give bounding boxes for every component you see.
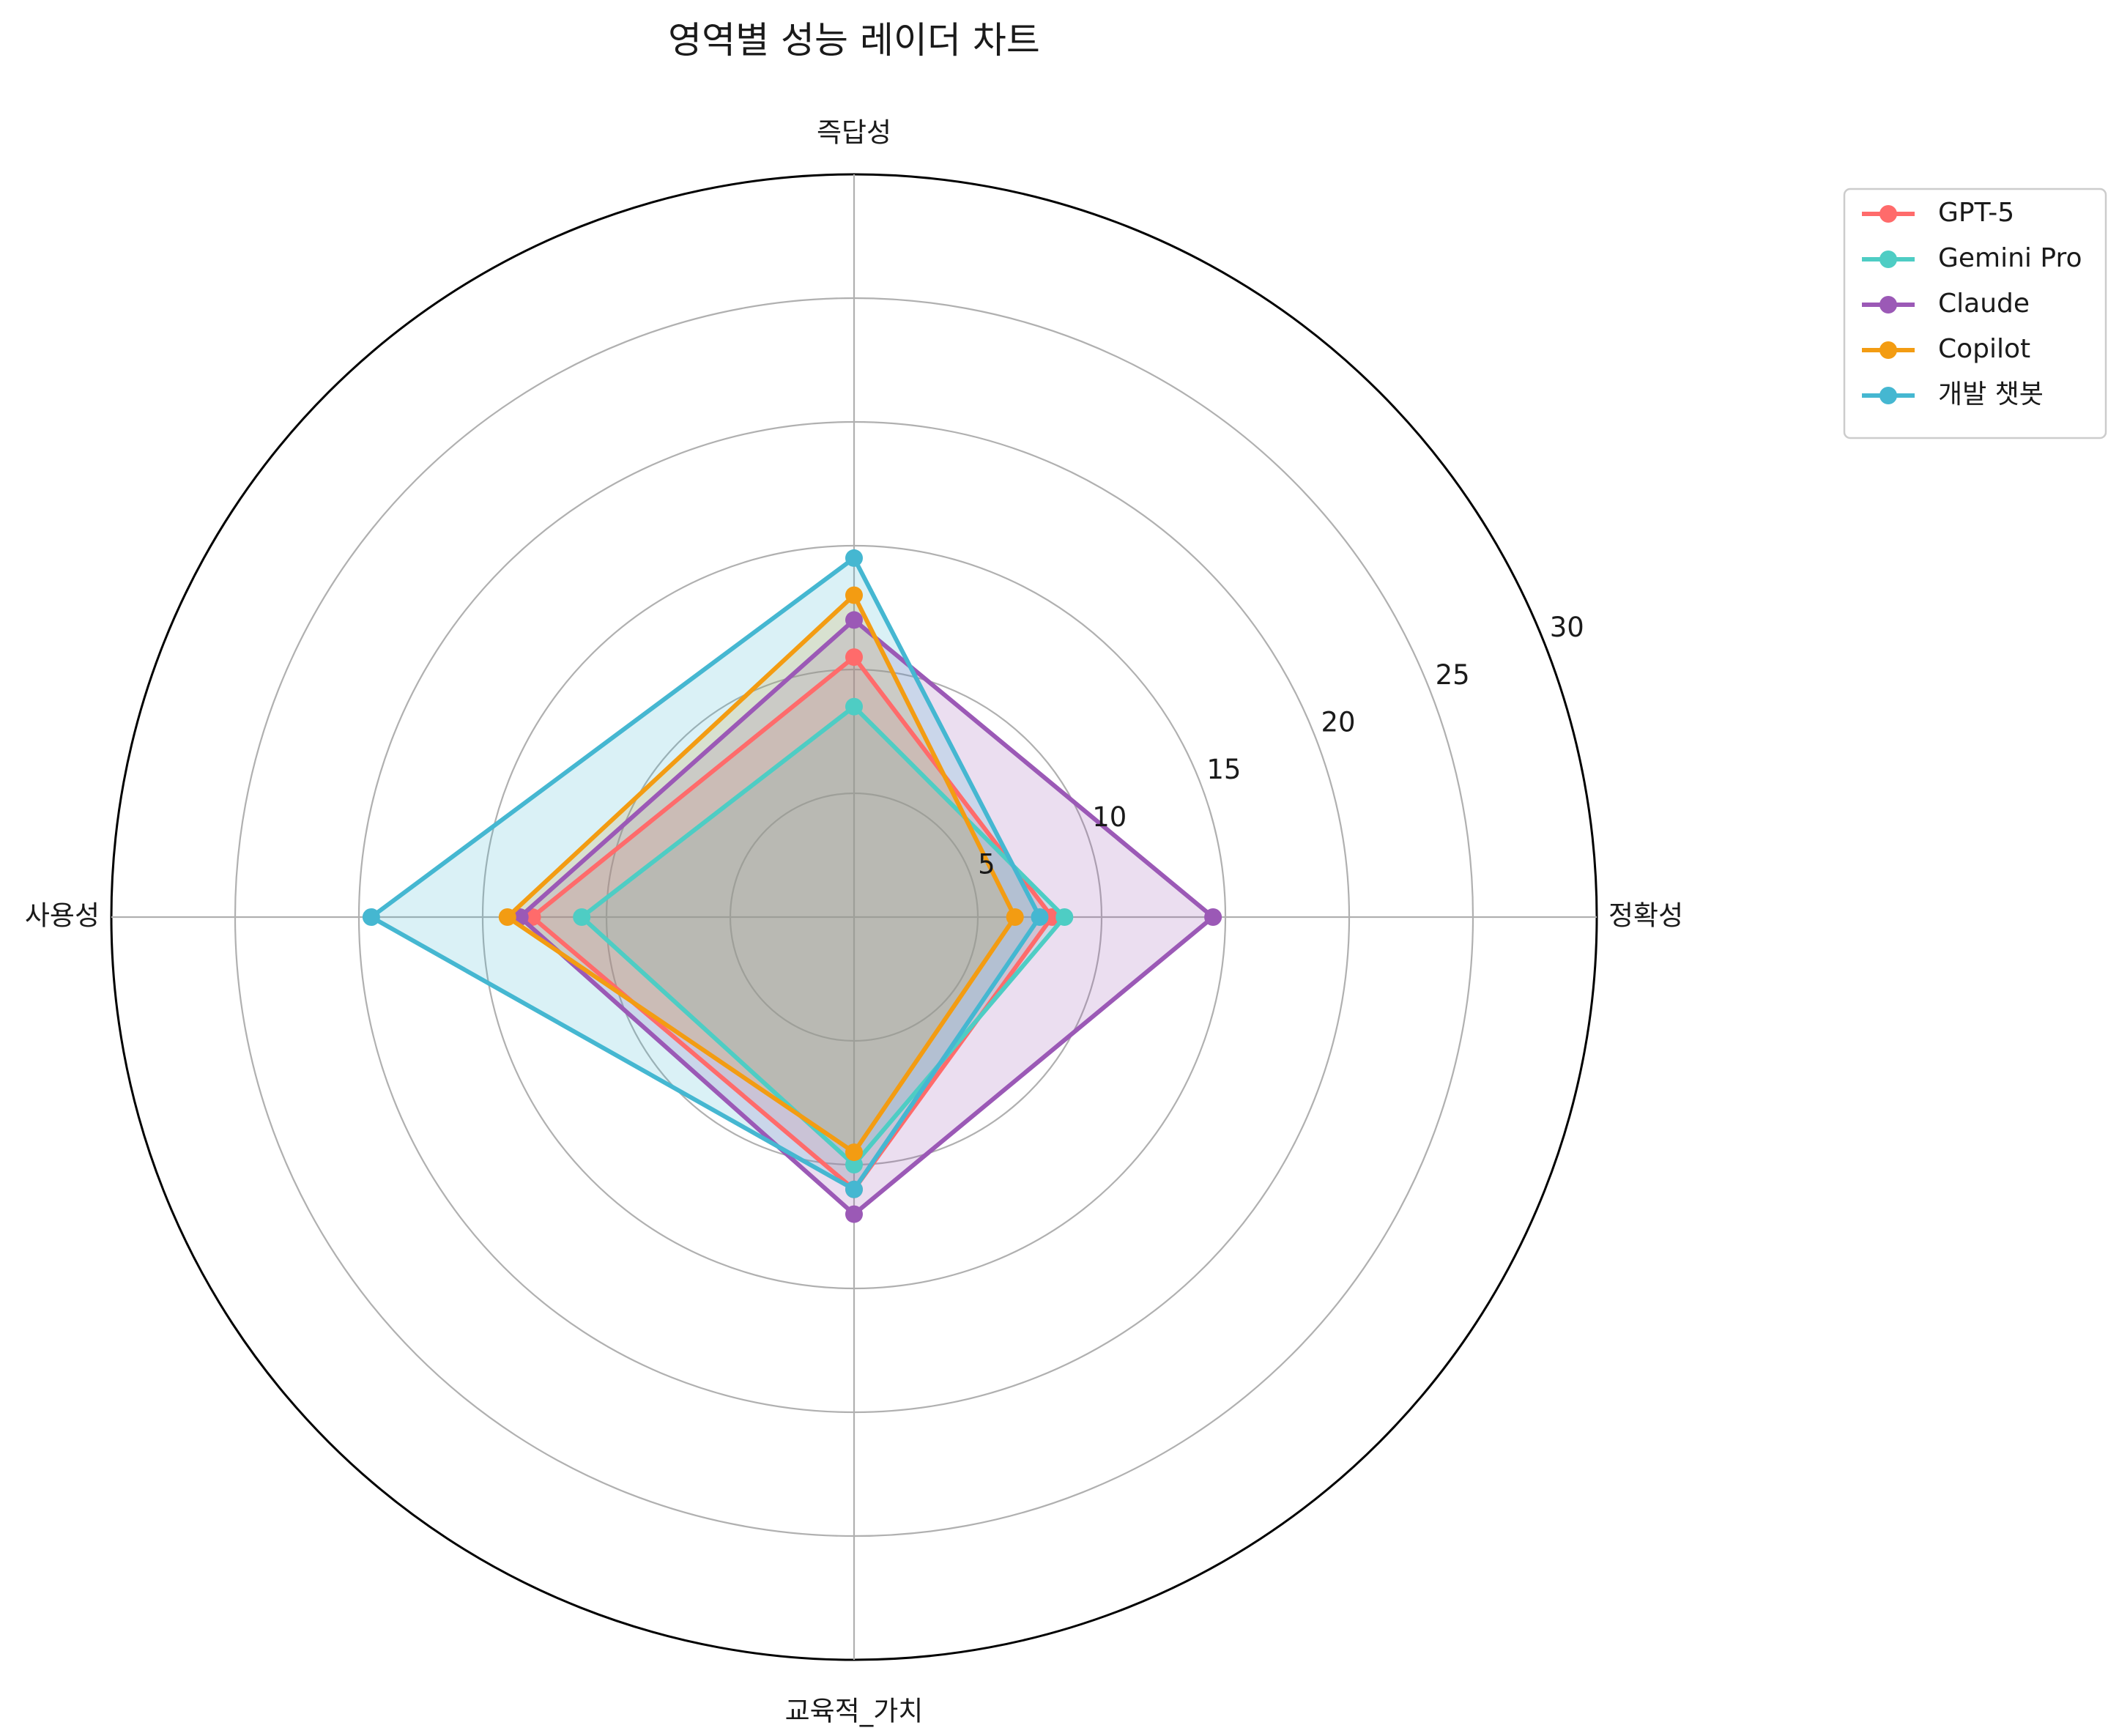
series-lines bbox=[362, 549, 1222, 1223]
series-4-point-2 bbox=[362, 908, 380, 926]
legend-frame bbox=[1843, 188, 2107, 439]
legend-marker-0 bbox=[1879, 205, 1897, 223]
series-1-point-2 bbox=[573, 908, 591, 926]
r-tick-label-10: 10 bbox=[1092, 801, 1127, 833]
axis-label-0: 정확성 bbox=[1608, 900, 1683, 932]
series-fill-1 bbox=[582, 706, 1065, 1165]
series-fill-4 bbox=[371, 557, 1040, 1190]
legend-marker-2 bbox=[1879, 296, 1897, 314]
series-4-point-0 bbox=[1031, 908, 1049, 926]
legend-label-3: Copilot bbox=[1938, 334, 2030, 364]
axis-label-2: 사용성 bbox=[25, 900, 100, 932]
legend-label-0: GPT-5 bbox=[1938, 198, 2014, 228]
series-3-point-0 bbox=[1006, 908, 1024, 926]
legend: GPT-5 Gemini Pro Claude Copilot 개발 챗봇 bbox=[1843, 188, 2107, 439]
r-tick-label-5: 5 bbox=[978, 848, 995, 880]
series-1-point-1 bbox=[845, 697, 863, 716]
series-1-point-0 bbox=[1055, 908, 1074, 926]
legend-label-2: Claude bbox=[1938, 289, 2030, 319]
legend-marker-4 bbox=[1879, 387, 1897, 404]
r-tick-label-25: 25 bbox=[1436, 659, 1470, 691]
series-fills bbox=[371, 557, 1214, 1214]
series-4-point-1 bbox=[845, 549, 863, 567]
grid-layer bbox=[110, 173, 1598, 1661]
axis-label-3: 교육적_가치 bbox=[785, 1696, 924, 1727]
series-layer bbox=[362, 549, 1222, 1223]
r-tick-label-15: 15 bbox=[1206, 754, 1241, 785]
series-3-point-2 bbox=[498, 908, 516, 926]
axis-label-1: 즉답성 bbox=[817, 117, 891, 149]
legend-marker-3 bbox=[1879, 341, 1897, 359]
series-fill-2 bbox=[519, 620, 1214, 1214]
series-2-point-3 bbox=[845, 1205, 863, 1223]
series-3-point-3 bbox=[845, 1143, 863, 1162]
chart-title: 영역별 성능 레이더 차트 bbox=[668, 19, 1040, 62]
series-0-point-0 bbox=[1043, 908, 1061, 926]
r-tick-label-20: 20 bbox=[1321, 706, 1355, 738]
series-fill-3 bbox=[507, 595, 1015, 1153]
series-3-point-1 bbox=[845, 586, 863, 604]
legend-label-1: Gemini Pro bbox=[1938, 243, 2082, 273]
legend-marker-1 bbox=[1879, 251, 1897, 268]
series-2-point-1 bbox=[845, 611, 863, 629]
series-2-point-0 bbox=[1204, 908, 1222, 926]
series-4-point-3 bbox=[845, 1180, 863, 1198]
series-0-point-1 bbox=[845, 648, 863, 667]
r-tick-label-30: 30 bbox=[1550, 612, 1584, 643]
legend-label-4: 개발 챗봇 bbox=[1938, 379, 2044, 409]
series-1-point-3 bbox=[845, 1156, 863, 1173]
